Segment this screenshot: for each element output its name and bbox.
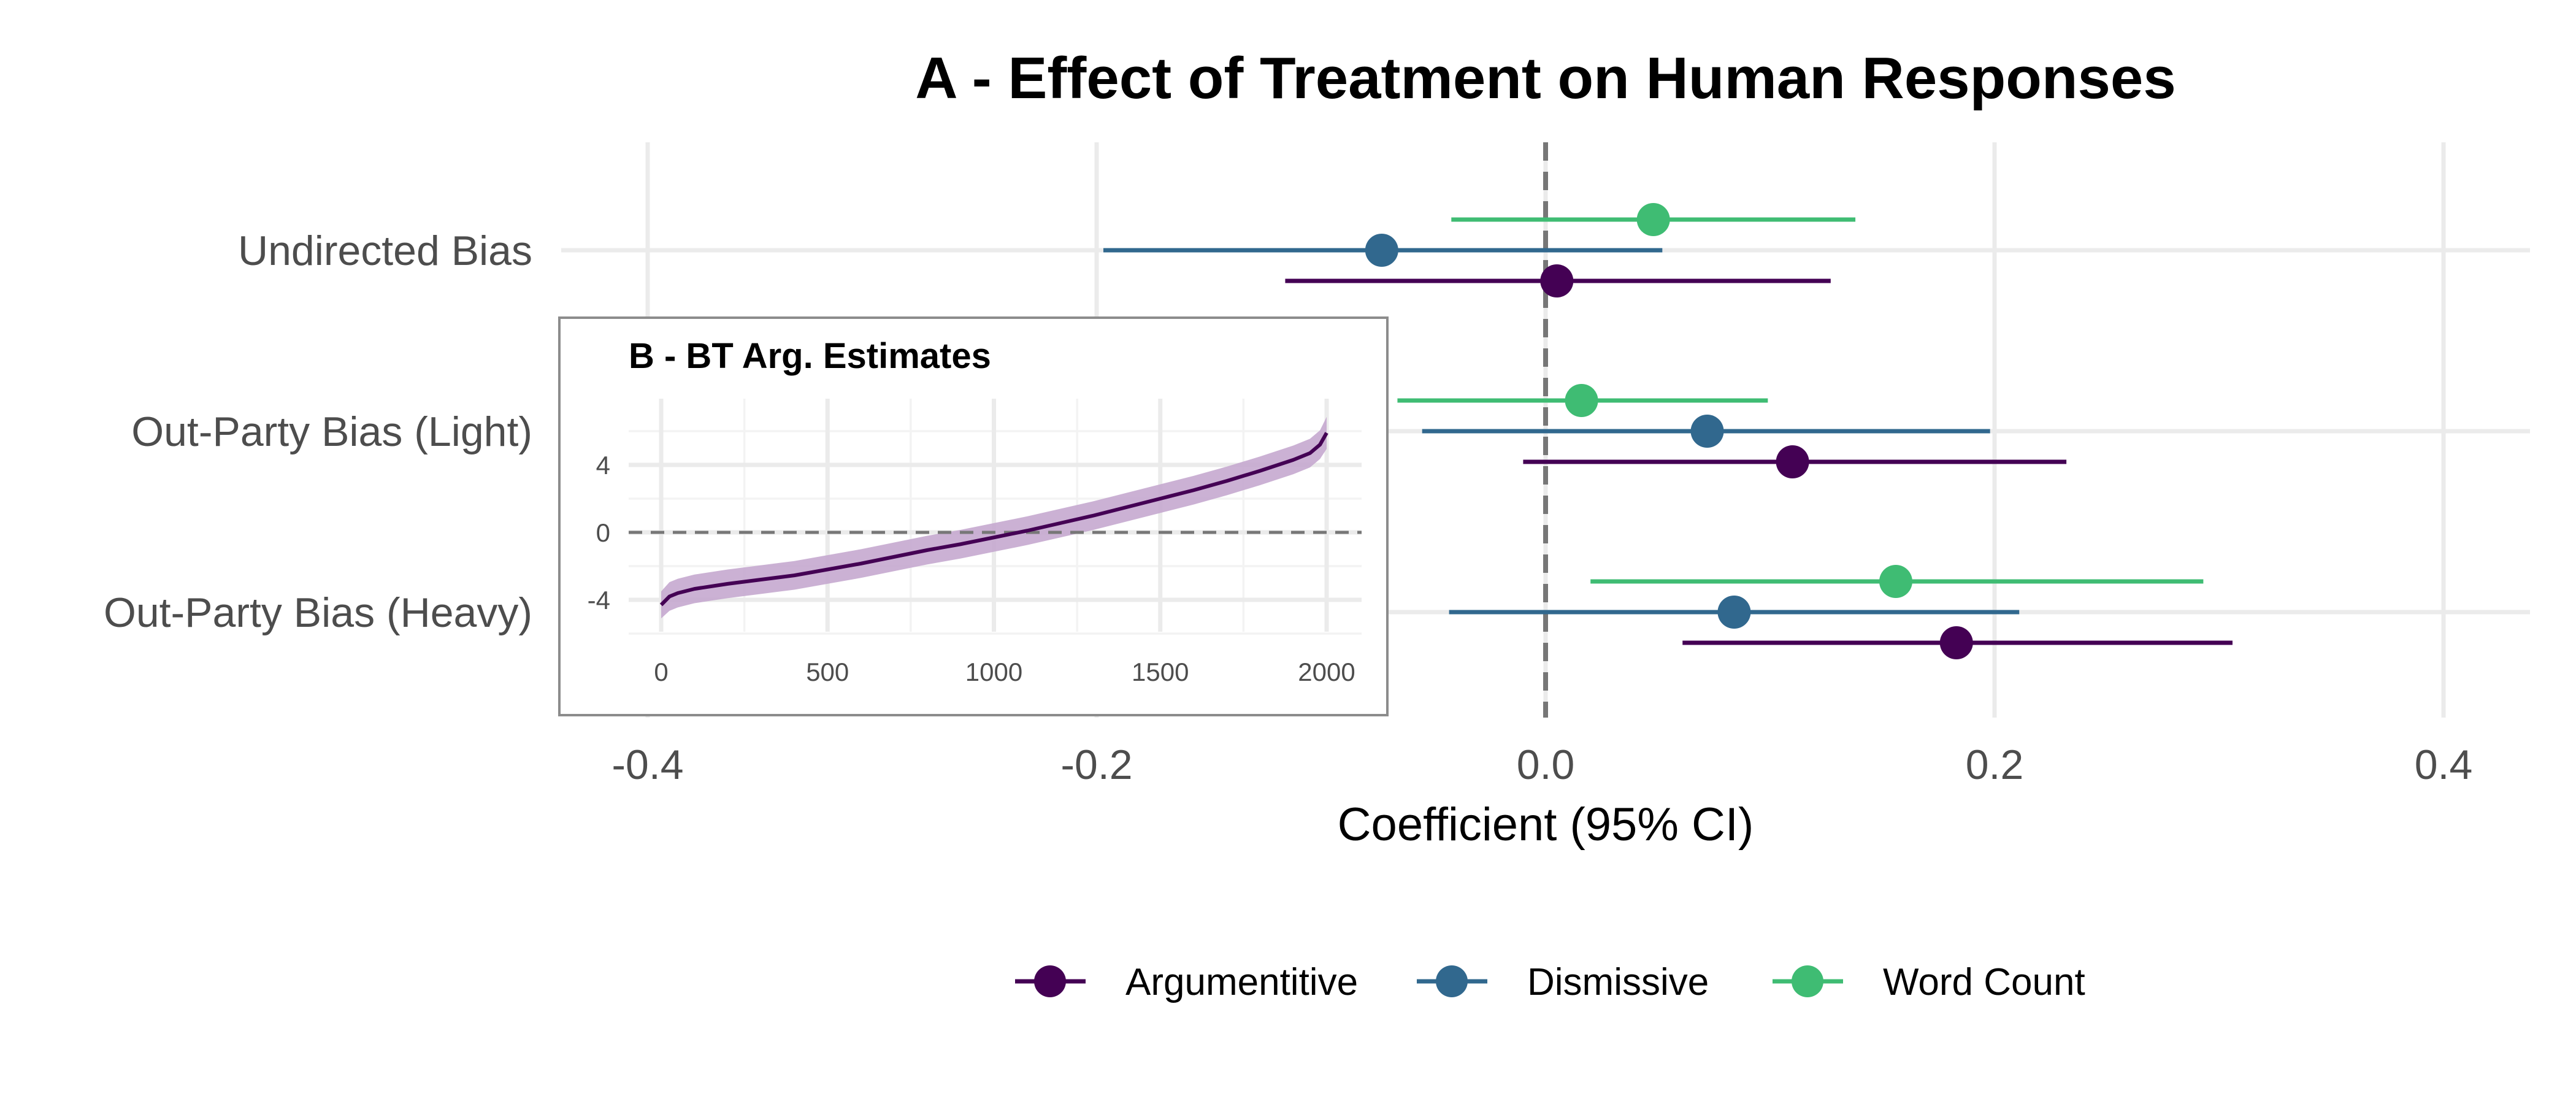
legend-key-point: [1792, 965, 1823, 997]
estimate-point-argumentitive-out-party-bias-heavy: [1939, 626, 1973, 659]
x-tick-label: 0.2: [1966, 742, 2024, 788]
estimate-point-dismissive-out-party-bias-heavy: [1717, 596, 1751, 629]
estimate-point-word-count-out-party-bias-light: [1565, 384, 1598, 417]
inset-y-tick-label: 4: [596, 451, 610, 480]
series-word-count: [1397, 203, 2204, 598]
x-tick-label: 0.4: [2415, 742, 2473, 788]
inset-panel: B - BT Arg. Estimates -4 0 4 0 500 1000 1500 2…: [558, 316, 1389, 716]
y-tick-label-undirected-bias: Undirected Bias: [238, 228, 532, 274]
legend: Argumentitive Dismissive Word Count: [1015, 961, 2085, 1003]
inset-x-tick-label: 1000: [965, 657, 1022, 686]
estimate-point-argumentitive-undirected-bias: [1540, 264, 1574, 297]
legend-item-word-count: Word Count: [1773, 961, 2085, 1003]
inset-title: B - BT Arg. Estimates: [629, 336, 991, 376]
inset-y-tick-label: -4: [588, 586, 610, 615]
estimate-point-dismissive-out-party-bias-light: [1690, 415, 1724, 448]
x-tick-label: -0.4: [611, 742, 683, 788]
estimate-point-word-count-out-party-bias-heavy: [1879, 565, 1912, 598]
inset-estimate-line: [659, 432, 1328, 607]
x-axis-title: Coefficient (95% CI): [1338, 799, 1754, 851]
inset-plot: [629, 416, 1362, 619]
legend-item-argumentitive: Argumentitive: [1015, 961, 1358, 1003]
y-axis-labels: Undirected Bias Out-Party Bias (Light) Out…: [104, 228, 532, 636]
inset-x-tick-label: 1500: [1132, 657, 1189, 686]
inset-x-tick-label: 2000: [1298, 657, 1355, 686]
series-argumentitive: [1285, 264, 2233, 659]
legend-label: Argumentitive: [1125, 961, 1358, 1003]
estimate-point-dismissive-undirected-bias: [1365, 234, 1398, 267]
legend-label: Dismissive: [1527, 961, 1709, 1003]
x-tick-label: 0.0: [1517, 742, 1575, 788]
series-dismissive: [1103, 234, 2020, 629]
inset-x-tick-label: 0: [654, 657, 668, 686]
inset-x-tick-label: 500: [806, 657, 849, 686]
legend-key-point: [1436, 965, 1468, 997]
legend-item-dismissive: Dismissive: [1417, 961, 1709, 1003]
inset-y-axis-labels: -4 0 4: [588, 451, 610, 615]
coefficient-series: [1103, 203, 2233, 659]
estimate-point-argumentitive-out-party-bias-light: [1776, 445, 1809, 478]
estimate-point-word-count-undirected-bias: [1636, 203, 1670, 236]
inset-background: [558, 316, 1389, 716]
inset-x-axis-labels: 0 500 1000 1500 2000: [654, 657, 1355, 686]
chart-title: A - Effect of Treatment on Human Respons…: [915, 45, 2175, 111]
legend-key-point: [1034, 965, 1066, 997]
x-tick-label: -0.2: [1060, 742, 1132, 788]
y-tick-label-out-party-bias-heavy: Out-Party Bias (Heavy): [104, 589, 532, 636]
x-axis-labels: -0.4 -0.2 0.0 0.2 0.4: [611, 742, 2472, 788]
y-tick-label-out-party-bias-light: Out-Party Bias (Light): [131, 408, 532, 455]
legend-label: Word Count: [1883, 961, 2085, 1003]
inset-y-tick-label: 0: [596, 518, 610, 547]
